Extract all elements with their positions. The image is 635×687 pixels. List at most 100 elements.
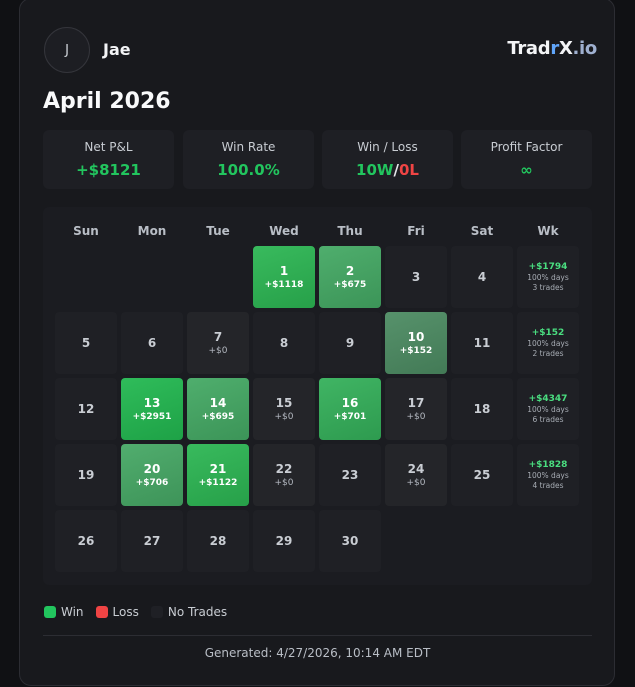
stat-label: Net P&L: [84, 140, 133, 154]
day-number: 27: [143, 534, 161, 548]
week-days: 100% days: [527, 405, 569, 414]
week-trades: 3 trades: [532, 283, 564, 292]
week-summary: +$1794 100% days 3 trades: [517, 246, 579, 308]
logo-part: X: [558, 38, 573, 59]
day-cell: 26: [55, 510, 117, 572]
week-pnl: +$1828: [528, 460, 568, 470]
week-trades: 4 trades: [532, 481, 564, 490]
day-cell: 5: [55, 312, 117, 374]
stat-label: Profit Factor: [490, 140, 563, 154]
day-cell: 15 +$0: [253, 378, 315, 440]
day-cell: 3: [385, 246, 447, 308]
day-number: 1: [279, 264, 289, 278]
stat-card: Net P&L +$8121: [43, 130, 174, 189]
day-number: 9: [345, 336, 355, 350]
stat-card: Profit Factor ∞: [461, 130, 592, 189]
stat-label: Win Rate: [221, 140, 276, 154]
day-number: 30: [341, 534, 359, 548]
week-trades: 6 trades: [532, 415, 564, 424]
day-cell: 23: [319, 444, 381, 506]
day-cell: 6: [121, 312, 183, 374]
stat-value-part: ∞: [520, 161, 533, 179]
day-number: 15: [275, 396, 293, 410]
week-days: 100% days: [527, 471, 569, 480]
day-number: 7: [213, 330, 223, 344]
day-pnl: +$0: [274, 412, 294, 422]
day-cell: 2 +$675: [319, 246, 381, 308]
month-title: April 2026: [43, 89, 171, 114]
legend-swatch: [44, 606, 56, 618]
weekday-header: Tue: [206, 224, 230, 238]
day-number: 8: [279, 336, 289, 350]
day-pnl: +$1122: [198, 478, 238, 488]
day-pnl: +$695: [201, 412, 235, 422]
day-number: 4: [477, 270, 487, 284]
stat-value-part: 100.0%: [217, 161, 280, 179]
legend-label: Win: [61, 605, 84, 619]
legend-item: No Trades: [150, 605, 228, 619]
day-number: 14: [209, 396, 227, 410]
day-cell: 22 +$0: [253, 444, 315, 506]
day-number: 21: [209, 462, 227, 476]
day-cell: 14 +$695: [187, 378, 249, 440]
day-cell: 29: [253, 510, 315, 572]
week-summary: +$4347 100% days 6 trades: [517, 378, 579, 440]
day-number: 24: [407, 462, 425, 476]
day-cell: 25: [451, 444, 513, 506]
stat-value: 10W/0L: [322, 161, 453, 179]
day-pnl: +$152: [399, 346, 433, 356]
day-number: 28: [209, 534, 227, 548]
week-pnl: +$1794: [528, 262, 568, 272]
stat-card: Win / Loss 10W/0L: [322, 130, 453, 189]
logo: TradrX.io: [507, 38, 597, 59]
day-cell: 1 +$1118: [253, 246, 315, 308]
day-number: 23: [341, 468, 359, 482]
day-cell: 20 +$706: [121, 444, 183, 506]
legend-label: No Trades: [167, 605, 228, 619]
day-cell: 28: [187, 510, 249, 572]
day-cell: 27: [121, 510, 183, 572]
week-trades: 2 trades: [532, 349, 564, 358]
weekday-header: Thu: [337, 224, 363, 238]
week-summary: +$1828 100% days 4 trades: [517, 444, 579, 506]
day-number: 22: [275, 462, 293, 476]
day-cell: 21 +$1122: [187, 444, 249, 506]
weekday-header: Mon: [137, 224, 167, 238]
day-cell: 17 +$0: [385, 378, 447, 440]
week-days: 100% days: [527, 339, 569, 348]
stat-card: Win Rate 100.0%: [183, 130, 314, 189]
day-cell: 11: [451, 312, 513, 374]
legend-item: Loss: [95, 605, 139, 619]
day-cell: 24 +$0: [385, 444, 447, 506]
day-number: 5: [81, 336, 91, 350]
day-number: 13: [143, 396, 161, 410]
day-number: 6: [147, 336, 157, 350]
day-pnl: +$675: [333, 280, 367, 290]
day-number: 29: [275, 534, 293, 548]
day-cell: 4: [451, 246, 513, 308]
day-cell: 12: [55, 378, 117, 440]
stat-value: 100.0%: [183, 161, 314, 179]
day-cell: 13 +$2951: [121, 378, 183, 440]
day-number: 25: [473, 468, 491, 482]
logo-part: Trad: [507, 38, 551, 59]
day-number: 19: [77, 468, 95, 482]
stat-value-part: /: [393, 161, 399, 179]
day-number: 17: [407, 396, 425, 410]
day-cell: 7 +$0: [187, 312, 249, 374]
day-number: 11: [473, 336, 491, 350]
day-number: 16: [341, 396, 359, 410]
day-cell: 19: [55, 444, 117, 506]
stat-value-part: 10W: [356, 161, 394, 179]
stat-value-part: +$8121: [76, 161, 141, 179]
day-number: 26: [77, 534, 95, 548]
footer: Generated: 4/27/2026, 10:14 AM EDT: [204, 646, 431, 660]
legend-item: Win: [44, 605, 84, 619]
day-pnl: +$701: [333, 412, 367, 422]
week-pnl: +$152: [531, 328, 565, 338]
week-summary: +$152 100% days 2 trades: [517, 312, 579, 374]
stat-value: +$8121: [43, 161, 174, 179]
day-pnl: +$0: [406, 478, 426, 488]
stat-label: Win / Loss: [357, 140, 418, 154]
